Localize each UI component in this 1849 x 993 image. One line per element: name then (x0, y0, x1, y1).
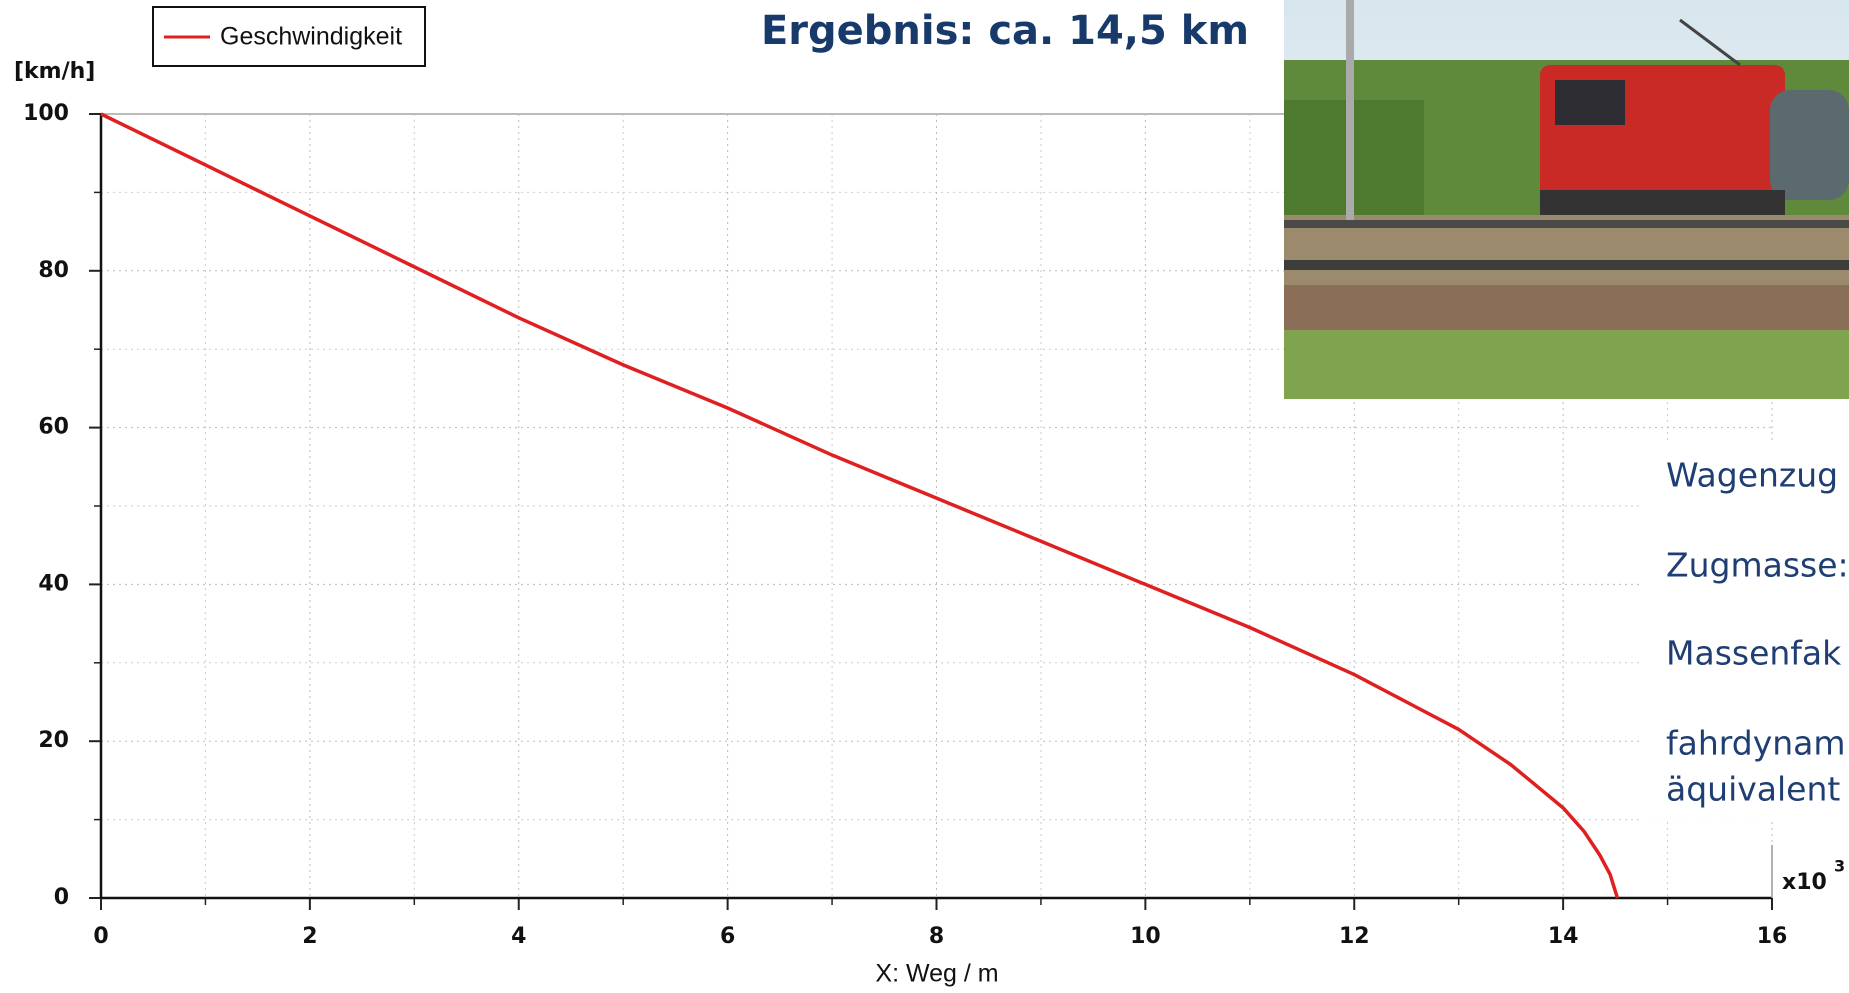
y-tick-label: 20 (38, 728, 69, 753)
side-text: fahrdynam (1666, 724, 1846, 763)
y-tick-label: 60 (38, 415, 69, 440)
y-tick-label: 80 (38, 258, 69, 283)
side-text: Wagenzug (1666, 456, 1838, 495)
side-text: Massenfak (1666, 634, 1842, 673)
y-tick-label: 0 (54, 885, 69, 910)
x-axis-label: X: Weg / m (875, 960, 998, 988)
x-multiplier-exp: 3 (1834, 857, 1845, 876)
side-panel (1640, 440, 1849, 820)
x-tick-label: 4 (511, 924, 526, 949)
x-tick-label: 8 (929, 924, 944, 949)
y-tick-label: 100 (23, 101, 69, 126)
side-texts: Wagenzug Zugmasse: Massenfak fahrdynam äquiv… (1640, 440, 1849, 820)
chart-title: Ergebnis: ca. 14,5 km (761, 8, 1249, 54)
x-tick-label: 6 (720, 924, 735, 949)
side-text: Zugmasse: (1666, 546, 1849, 585)
side-text: äquivalent (1666, 770, 1840, 809)
data-line (100, 112, 1620, 899)
x-tick-label: 10 (1130, 924, 1161, 949)
x-tick-label: 0 (93, 924, 108, 949)
x-multiplier: x10 (1782, 870, 1827, 895)
legend: Geschwindigkeit (152, 6, 426, 67)
legend-label: Geschwindigkeit (220, 23, 402, 51)
x-tick-label: 2 (302, 924, 317, 949)
y-axis-label: [km/h] (14, 59, 95, 84)
x-tick-label: 12 (1339, 924, 1370, 949)
x-tick-label: 16 (1757, 924, 1788, 949)
train-photo (1284, 0, 1849, 399)
x-tick-label: 14 (1548, 924, 1579, 949)
y-tick-label: 40 (38, 571, 69, 596)
